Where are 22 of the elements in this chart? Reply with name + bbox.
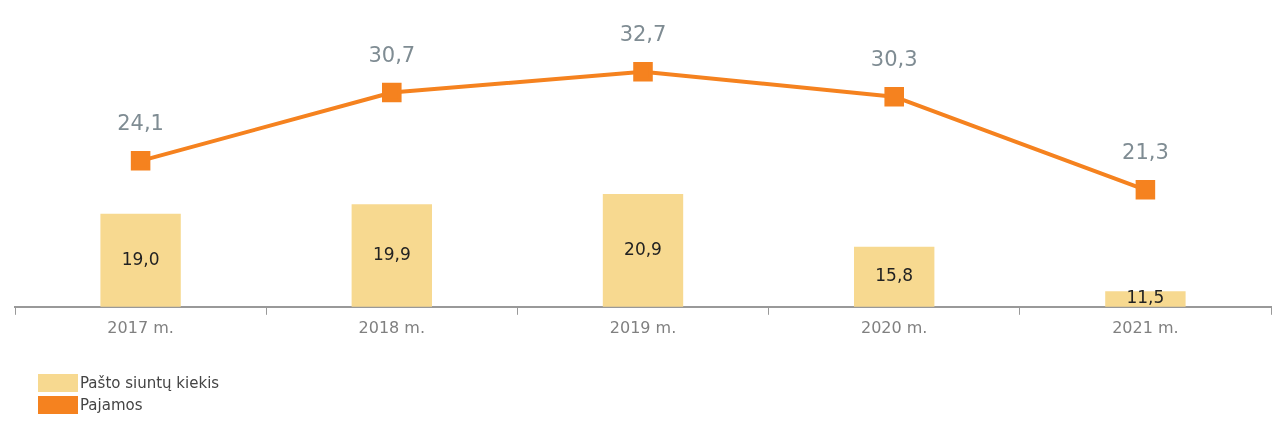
legend-label: Pajamos (80, 396, 143, 414)
data-label: 24,1 (117, 111, 164, 136)
data-label: 15,8 (875, 265, 914, 286)
point (633, 62, 653, 82)
data-label: 21,3 (1122, 140, 1169, 165)
x-tick-label: 2020 m. (860, 317, 928, 337)
x-tick-label: 2021 m. (1112, 317, 1179, 337)
legend-label: Pašto siuntų kiekis (80, 374, 220, 392)
x-tick-label: 2018 m. (358, 317, 426, 337)
point (1135, 180, 1156, 200)
data-label: 30,7 (368, 42, 416, 67)
x-tick-label: 2017 m. (107, 317, 174, 337)
data-label: 19,9 (372, 243, 411, 264)
data-label: 32,7 (619, 22, 667, 47)
point (382, 82, 402, 103)
point (884, 86, 904, 107)
point (130, 151, 151, 171)
data-label: 11,5 (1126, 287, 1165, 308)
x-tick-label: 2019 m. (609, 317, 677, 337)
data-label: 20,9 (624, 238, 662, 259)
data-label: 19,0 (121, 248, 160, 269)
data-label: 30,3 (870, 47, 918, 72)
